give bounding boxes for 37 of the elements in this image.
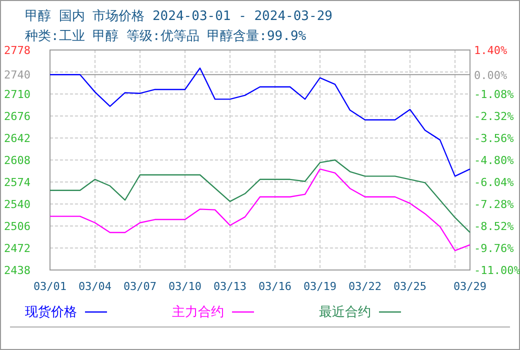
y-tick-label: 2574 bbox=[4, 176, 31, 189]
chart-subtitle: 种类:工业 甲醇 等级:优等品 甲醇含量:99.9% bbox=[25, 29, 306, 44]
y2-tick-label: -1.08% bbox=[474, 88, 514, 101]
legend-label: 主力合约 bbox=[172, 304, 224, 320]
x-tick-label: 03/01 bbox=[33, 280, 67, 293]
x-tick-label: 03/10 bbox=[168, 280, 202, 293]
x-tick-label: 03/22 bbox=[348, 280, 382, 293]
y2-tick-label: -8.52% bbox=[474, 220, 514, 233]
y-tick-label: 2506 bbox=[4, 220, 30, 233]
x-tick-label: 03/25 bbox=[393, 280, 427, 293]
x-tick-label: 03/13 bbox=[213, 280, 247, 293]
y-tick-label: 2472 bbox=[4, 242, 30, 255]
x-tick-label: 03/04 bbox=[78, 280, 112, 293]
y2-tick-label: -7.28% bbox=[474, 198, 514, 211]
y-tick-label: 2778 bbox=[4, 44, 30, 57]
y2-tick-label: -9.76% bbox=[474, 242, 514, 255]
x-tick-label: 03/29 bbox=[453, 280, 487, 293]
y-tick-label: 2710 bbox=[4, 88, 30, 101]
y2-tick-label: -6.04% bbox=[474, 176, 514, 189]
y-tick-label: 2608 bbox=[4, 154, 30, 167]
y-tick-label: 2676 bbox=[4, 110, 30, 123]
y2-tick-label: 0.00% bbox=[474, 68, 508, 82]
y2-tick-label: -4.80% bbox=[474, 154, 514, 167]
x-tick-label: 03/19 bbox=[303, 280, 337, 293]
y2-tick-label: -2.32% bbox=[474, 110, 514, 123]
y2-tick-label: -3.56% bbox=[474, 132, 514, 145]
y2-tick-label: -11.00% bbox=[474, 264, 520, 277]
ref-line-label: 2740 bbox=[4, 68, 30, 82]
chart-title: 甲醇 国内 市场价格 2024-03-01 - 2024-03-29 bbox=[25, 9, 332, 24]
legend-label: 现货价格 bbox=[25, 305, 77, 320]
legend-label: 最近合约 bbox=[319, 305, 371, 320]
y-tick-label: 2540 bbox=[4, 198, 30, 211]
y2-tick-label: 1.40% bbox=[474, 44, 508, 57]
x-tick-label: 03/16 bbox=[258, 280, 292, 293]
y-tick-label: 2438 bbox=[4, 264, 30, 277]
x-tick-label: 03/07 bbox=[123, 280, 157, 293]
y-tick-label: 2642 bbox=[4, 132, 30, 145]
